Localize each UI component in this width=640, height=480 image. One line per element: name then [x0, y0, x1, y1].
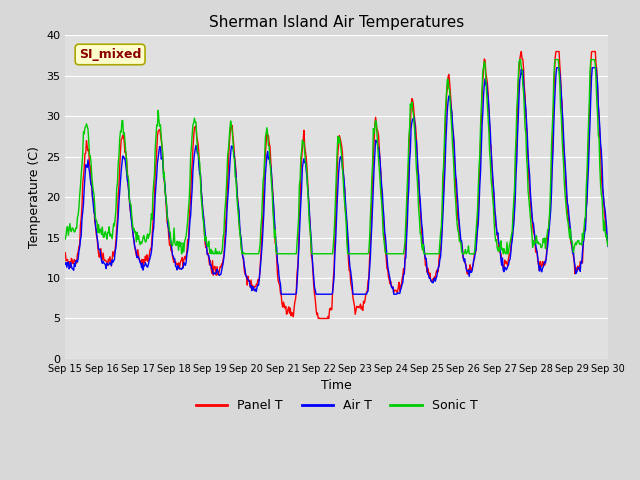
Title: Sherman Island Air Temperatures: Sherman Island Air Temperatures	[209, 15, 465, 30]
Sonic T	[127, 202, 135, 207]
Air T	[604, 244, 612, 250]
Air T	[403, 221, 411, 227]
Sonic T	[71, 228, 79, 234]
Panel T	[211, 264, 219, 269]
Sonic T	[178, 251, 186, 257]
Y-axis label: Temperature (C): Temperature (C)	[28, 146, 41, 248]
Line: Panel T: Panel T	[65, 51, 608, 319]
Line: Sonic T: Sonic T	[65, 60, 608, 254]
Sonic T	[403, 181, 411, 187]
Legend: Panel T, Air T, Sonic T: Panel T, Air T, Sonic T	[191, 395, 483, 418]
Air T	[419, 240, 427, 245]
Air T	[182, 259, 190, 265]
Sonic T	[212, 246, 220, 252]
Sonic T	[183, 226, 191, 232]
Air T	[553, 65, 561, 71]
Sonic T	[419, 241, 427, 247]
Air T	[127, 215, 135, 220]
Panel T	[403, 204, 411, 209]
Line: Air T: Air T	[65, 68, 608, 294]
Air T	[211, 270, 219, 276]
Panel T	[127, 211, 135, 216]
Panel T	[314, 316, 322, 322]
Panel T	[518, 48, 525, 54]
Sonic T	[604, 243, 612, 249]
Air T	[61, 262, 69, 267]
Panel T	[71, 259, 79, 264]
Text: SI_mixed: SI_mixed	[79, 48, 141, 61]
Panel T	[182, 257, 190, 263]
Panel T	[604, 240, 612, 245]
X-axis label: Time: Time	[321, 379, 352, 392]
Panel T	[61, 250, 69, 256]
Sonic T	[516, 57, 524, 62]
Sonic T	[61, 236, 69, 242]
Air T	[277, 291, 285, 297]
Air T	[71, 264, 79, 269]
Panel T	[419, 248, 427, 253]
